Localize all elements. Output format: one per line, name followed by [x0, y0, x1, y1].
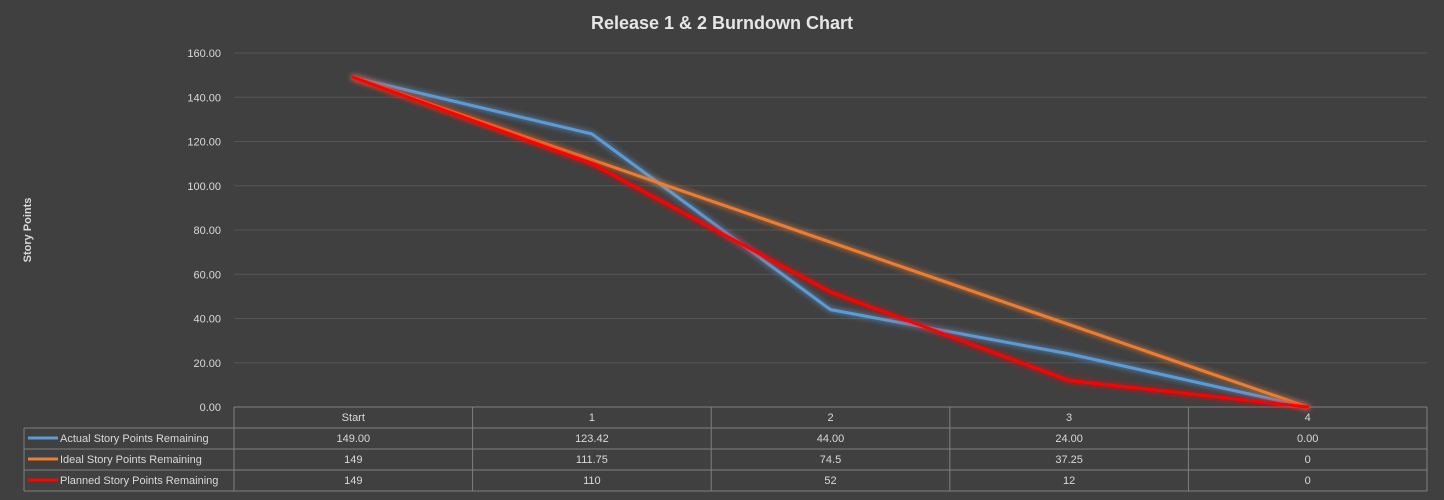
x-category-label: 2: [827, 412, 833, 424]
y-tick-label: 80.00: [193, 225, 221, 237]
table-cell-value: 0.00: [1297, 433, 1318, 445]
y-tick-label: 40.00: [193, 314, 221, 326]
y-tick-label: 20.00: [193, 358, 221, 370]
x-category-label: 4: [1305, 412, 1311, 424]
table-cell-value: 149: [344, 475, 362, 487]
chart-title: Release 1 & 2 Burndown Chart: [591, 13, 853, 33]
table-cell-value: 74.5: [820, 454, 841, 466]
table-cell-value: 110: [583, 475, 601, 487]
y-tick-label: 60.00: [193, 269, 221, 281]
series-lines: [351, 75, 1310, 409]
table-cell-value: 111.75: [576, 454, 608, 466]
table-cell-value: 24.00: [1055, 433, 1083, 445]
table-cell-value: 44.00: [817, 433, 845, 445]
gridlines: [234, 52, 1427, 408]
table-cell-value: 123.42: [575, 433, 609, 445]
y-axis-label: Story Points: [22, 198, 34, 263]
table-cell-value: 0: [1305, 454, 1311, 466]
x-category-label: 1: [589, 412, 595, 424]
y-axis-ticks: 0.00 20.00 40.00 60.00 80.00 100.00 120.00 140.…: [187, 48, 221, 414]
legend-label: Planned Story Points Remaining: [60, 475, 218, 487]
table-cell-value: 37.25: [1055, 454, 1083, 466]
x-category-label: Start: [342, 412, 365, 424]
table-cell-value: 0: [1305, 475, 1311, 487]
y-tick-label: 100.00: [187, 181, 221, 193]
table-cell-value: 52: [824, 475, 836, 487]
table-cell-value: 149: [344, 454, 362, 466]
x-category-label: 3: [1066, 412, 1072, 424]
y-tick-label: 120.00: [187, 137, 221, 149]
y-tick-label: 140.00: [187, 92, 221, 104]
table-cell-value: 149.00: [336, 433, 370, 445]
legend-label: Ideal Story Points Remaining: [60, 454, 202, 466]
legend-label: Actual Story Points Remaining: [60, 433, 209, 445]
y-tick-label: 160.00: [187, 48, 221, 60]
y-tick-label: 0.00: [200, 402, 221, 414]
table-cell-value: 12: [1063, 475, 1075, 487]
